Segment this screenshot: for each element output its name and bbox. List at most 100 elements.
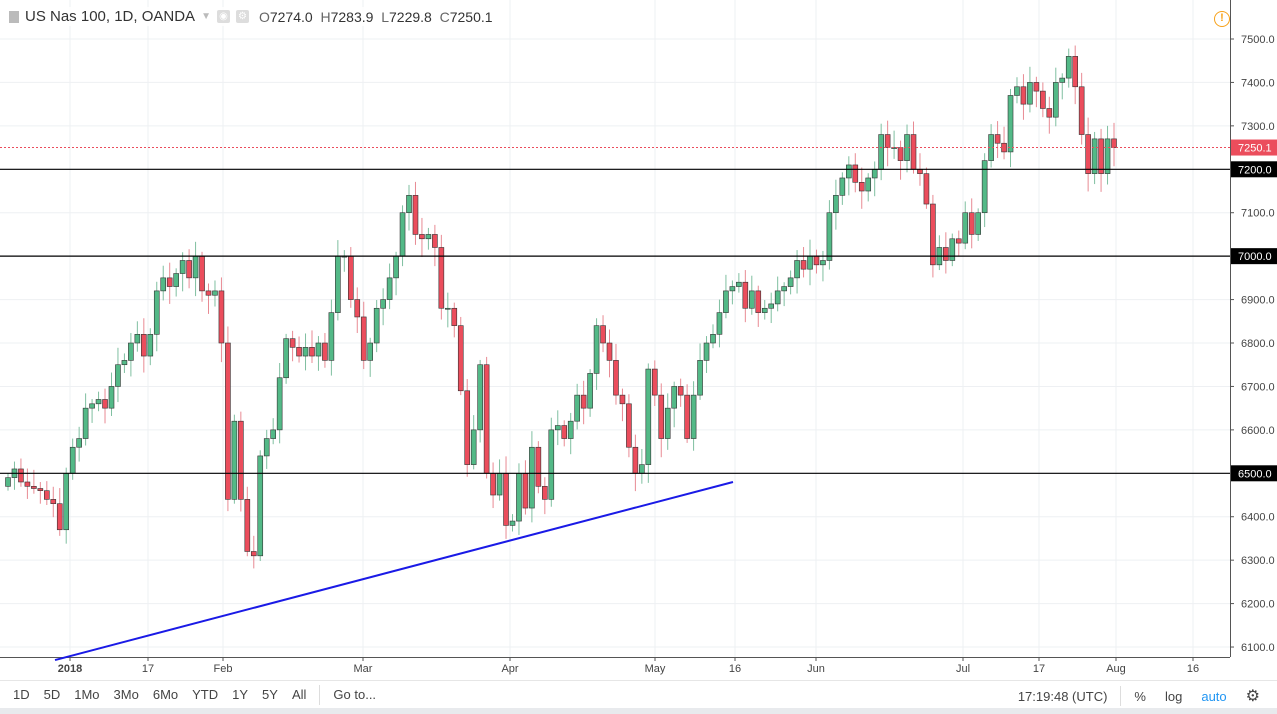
candle-up (781, 286, 787, 292)
candle-up (270, 429, 276, 439)
y-tick-label: 6300.0 (1241, 555, 1275, 567)
level-price-badge (1231, 465, 1277, 482)
range-ytd[interactable]: YTD (192, 687, 219, 702)
candlestick-chart[interactable]: 6100.0 6200.0 6300.0 6400.0 6600.0 6700.0 6800… (0, 0, 1277, 680)
candle-up (749, 290, 755, 309)
candle-up (95, 399, 102, 405)
candle-down (522, 472, 529, 509)
candle-down (930, 203, 936, 266)
candle-up (477, 364, 483, 431)
range-1mo[interactable]: 1Mo (74, 687, 100, 702)
candle-up (690, 394, 697, 439)
candle-down (858, 182, 865, 192)
candle-down (813, 255, 820, 266)
candle-down (910, 134, 917, 170)
candle-up (839, 177, 846, 196)
symbol-title[interactable]: US Nas 100, 1D, OANDA (25, 8, 196, 25)
chevron-down-icon[interactable]: ▼ (201, 11, 211, 22)
range-all[interactable]: All (291, 687, 307, 702)
candle-up (470, 429, 477, 465)
candle-up (826, 212, 833, 261)
x-tick-label: 2018 (58, 663, 82, 675)
y-tick-label: 7400.0 (1241, 77, 1275, 89)
level-price-label: 7200.0 (1238, 164, 1272, 176)
range-5d[interactable]: 5D (43, 687, 61, 702)
candle-up (283, 338, 289, 379)
candle-down (600, 325, 606, 344)
candle-down (606, 342, 613, 361)
candle-up (878, 134, 884, 170)
candle-down (651, 368, 658, 396)
candle-up (716, 312, 723, 335)
candle-up (63, 472, 70, 531)
log-toggle[interactable]: log (1164, 688, 1183, 704)
candle-down (742, 281, 749, 309)
candle-up (89, 403, 95, 409)
x-tick-label: May (645, 663, 666, 675)
candle-down (917, 168, 923, 174)
flag-icon (9, 10, 19, 23)
candle-down (141, 334, 147, 357)
candle-up (891, 147, 897, 149)
candle-down (613, 360, 619, 396)
chart-legend: US Nas 100, 1D, OANDA ▼ ◉ ⚙ O7274.0 H728… (6, 7, 496, 26)
candle-up (1091, 138, 1098, 174)
candle-up (574, 394, 580, 422)
candle-up (736, 281, 742, 287)
candle-up (761, 307, 768, 313)
candle-up (787, 277, 794, 287)
candle-up (794, 260, 800, 279)
gear-icon[interactable]: ⚙ (235, 10, 249, 23)
candle-up (231, 420, 238, 500)
y-tick-label: 6700.0 (1241, 381, 1275, 393)
candle-up (335, 255, 341, 313)
candle-up (833, 195, 839, 214)
ohlc-values: O7274.0 H7283.9 L7229.8 C7250.1 (258, 8, 493, 25)
candle-up (386, 277, 393, 300)
candle-up (82, 407, 89, 439)
candle-up (554, 425, 561, 431)
candle-up (639, 464, 645, 474)
warning-icon[interactable]: ! (1214, 11, 1230, 27)
goto-button[interactable]: Go to... (333, 687, 377, 702)
eye-icon[interactable]: ◉ (216, 10, 230, 23)
range-5y[interactable]: 5Y (262, 687, 278, 702)
candle-up (147, 334, 154, 357)
candle-down (943, 247, 949, 261)
candle-down (1046, 108, 1053, 118)
candle-down (238, 420, 244, 500)
candle-up (1027, 82, 1033, 105)
clock: 17:19:48 (UTC) (1017, 688, 1108, 704)
auto-toggle[interactable]: auto (1201, 688, 1227, 704)
candle-down (1020, 86, 1027, 105)
candle-down (166, 277, 173, 287)
range-1d[interactable]: 1D (13, 687, 30, 702)
y-tick-label: 6900.0 (1241, 295, 1275, 307)
y-tick-label: 7500.0 (1241, 34, 1275, 46)
settings-gear-icon[interactable]: ⚙ (1245, 688, 1260, 705)
range-1y[interactable]: 1Y (232, 687, 249, 702)
y-tick-label: 6800.0 (1241, 338, 1275, 350)
candle-down (31, 486, 37, 489)
percent-toggle[interactable]: % (1134, 688, 1146, 704)
candle-up (509, 520, 516, 526)
candle-down (897, 147, 904, 161)
candle-up (257, 455, 264, 557)
x-tick-label: Feb (214, 663, 233, 675)
candle-down (354, 299, 361, 318)
range-6mo[interactable]: 6Mo (152, 687, 179, 702)
candle-up (373, 307, 380, 344)
y-tick-label: 6400.0 (1241, 512, 1275, 524)
x-tick-label: Jul (956, 663, 970, 675)
x-tick-label: Aug (1106, 663, 1126, 675)
candle-up (425, 234, 432, 240)
candle-up (1065, 56, 1072, 79)
candle-down (619, 394, 626, 405)
y-tick-label: 6100.0 (1241, 642, 1275, 654)
candle-up (76, 438, 82, 448)
candle-up (380, 299, 386, 309)
range-3mo[interactable]: 3Mo (113, 687, 139, 702)
candle-down (419, 234, 425, 240)
candle-down (50, 499, 57, 505)
candle-down (289, 338, 296, 348)
